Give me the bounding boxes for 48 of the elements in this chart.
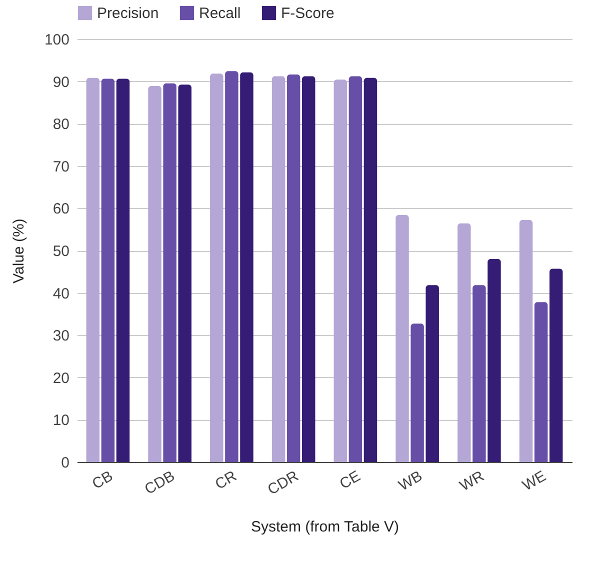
bar: [163, 83, 176, 462]
bar: [519, 220, 533, 462]
x-tick-label: WE: [520, 468, 550, 494]
bar: [148, 86, 162, 462]
bar: [240, 72, 254, 462]
y-tick-label: 50: [52, 243, 70, 260]
bar: [272, 76, 286, 462]
x-tick-label: WR: [457, 468, 488, 495]
bar: [534, 302, 548, 462]
bar: [364, 78, 378, 462]
y-tick-label: 70: [52, 158, 70, 176]
y-tick-label: 60: [52, 200, 70, 218]
bar: [396, 214, 409, 462]
x-tick-label: CE: [336, 468, 364, 493]
bar: [86, 78, 100, 462]
bar: [348, 76, 362, 462]
y-tick-label: 0: [61, 454, 70, 472]
bar: [101, 78, 115, 462]
bar: [549, 268, 563, 462]
bar: [472, 285, 486, 462]
bar: [488, 258, 501, 462]
x-tick-label: CDR: [264, 468, 302, 499]
bar: [225, 71, 238, 462]
bar: [426, 285, 439, 462]
bar: [410, 324, 424, 462]
bar: [210, 74, 224, 462]
y-tick-label: 20: [52, 370, 70, 387]
bar: [334, 80, 348, 462]
x-tick-label: WB: [396, 468, 426, 494]
y-tick-label: 10: [52, 412, 70, 430]
bar: [116, 78, 130, 462]
y-tick-label: 40: [52, 285, 70, 302]
y-tick-label: 80: [52, 116, 70, 134]
y-tick-label: 100: [44, 32, 70, 48]
bar: [458, 223, 471, 462]
legend-label: Recall: [199, 5, 241, 22]
legend-label: F-Score: [281, 5, 334, 22]
y-axis-title: Value (%): [10, 218, 28, 284]
x-axis-title: System (from Table V): [250, 518, 400, 536]
y-tick-label: 30: [52, 328, 70, 345]
x-tick-label: CR: [212, 468, 240, 494]
bar: [286, 74, 300, 462]
x-tick-label: CB: [89, 468, 116, 493]
bar: [302, 76, 316, 462]
x-tick-label: CDB: [142, 468, 178, 498]
bar: [178, 84, 192, 462]
legend-label: Precision: [97, 5, 159, 22]
y-tick-label: 90: [52, 74, 70, 91]
